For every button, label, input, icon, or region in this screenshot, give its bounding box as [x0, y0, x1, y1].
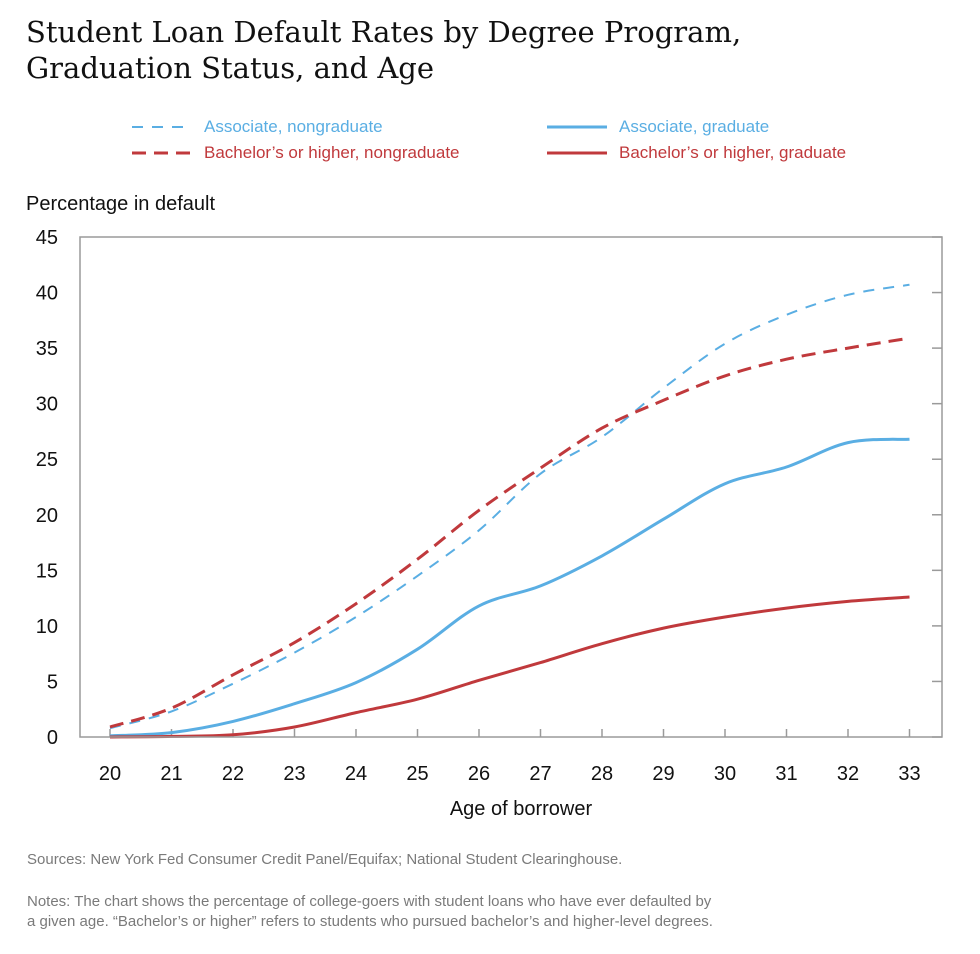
series-bachelors-nongraduate: [109, 336, 910, 729]
y-tick-label: 20: [36, 505, 58, 527]
x-tick-label: 23: [283, 763, 305, 785]
series-lines: [109, 283, 910, 739]
y-tick-label: 40: [36, 283, 58, 305]
y-tick-label: 30: [36, 394, 58, 416]
legend-item-associate-graduate: Associate, graduate: [545, 117, 769, 137]
notes-text: Notes: The chart shows the percentage of…: [27, 892, 957, 932]
chart-title-line-2: Graduation Status, and Age: [26, 51, 435, 85]
legend-label-associate-graduate: Associate, graduate: [619, 117, 770, 136]
legend-label-associate-nongraduate: Associate, nongraduate: [204, 117, 383, 136]
x-tick-label: 24: [345, 763, 367, 785]
line-chart: 0 5 10 15 20 25 30 35 40 45 20 21 22 23 24 25 26 27 28 29 3…: [36, 227, 943, 785]
y-tick-label: 35: [36, 338, 58, 360]
legend-swatch-associate-graduate: [547, 125, 607, 129]
y-tick-label: 45: [36, 227, 58, 249]
series-associate-graduate: [109, 437, 910, 738]
x-tick-label: 21: [160, 763, 182, 785]
x-tick-label: 32: [837, 763, 859, 785]
x-axis-label-wrap: Age of borrower: [0, 798, 980, 821]
x-tick-label: 25: [406, 763, 428, 785]
y-axis-label: Percentage in default: [26, 193, 216, 215]
y-tick-label: 10: [36, 616, 58, 638]
x-tick-label: 30: [714, 763, 736, 785]
x-axis-label: Age of borrower: [449, 798, 593, 820]
x-tick-label: 20: [99, 763, 121, 785]
legend-item-bachelors-graduate: Bachelor’s or higher, graduate: [545, 143, 846, 163]
legend-swatch-associate-nongraduate: [132, 126, 192, 128]
series-associate-nongraduate: [109, 283, 910, 730]
legend-swatch-bachelors-nongraduate: [132, 151, 192, 155]
x-tick-label: 33: [898, 763, 920, 785]
notes-line-1: Notes: The chart shows the percentage of…: [27, 893, 712, 910]
sources-text: Sources: New York Fed Consumer Credit Pa…: [27, 851, 623, 868]
legend-label-bachelors-graduate: Bachelor’s or higher, graduate: [619, 143, 847, 162]
legend-swatch-bachelors-graduate: [547, 151, 607, 155]
x-tick-label: 27: [529, 763, 551, 785]
legend-item-associate-nongraduate: Associate, nongraduate: [130, 117, 383, 137]
x-tick-label: 28: [591, 763, 613, 785]
x-tick-label: 31: [775, 763, 797, 785]
legend-label-bachelors-nongraduate: Bachelor’s or higher, nongraduate: [204, 143, 460, 162]
plot-frame: [79, 236, 943, 738]
y-tick-label: 15: [36, 560, 58, 582]
notes-line-2: a given age. “Bachelor’s or higher” refe…: [27, 913, 713, 930]
x-axis: 20 21 22 23 24 25 26 27 28 29 30 31 32 33: [99, 729, 921, 785]
y-axis: 0 5 10 15 20 25 30 35 40 45: [36, 227, 942, 749]
legend-item-bachelors-nongraduate: Bachelor’s or higher, nongraduate: [130, 143, 460, 163]
chart-title: Student Loan Default Rates by Degree Pro…: [26, 14, 926, 86]
x-tick-label: 29: [652, 763, 674, 785]
y-tick-label: 5: [47, 671, 58, 693]
series-bachelors-graduate: [109, 595, 910, 739]
x-tick-label: 26: [468, 763, 490, 785]
x-tick-label: 22: [222, 763, 244, 785]
y-tick-label: 25: [36, 449, 58, 471]
chart-title-line-1: Student Loan Default Rates by Degree Pro…: [26, 15, 742, 49]
y-tick-label: 0: [47, 727, 58, 749]
